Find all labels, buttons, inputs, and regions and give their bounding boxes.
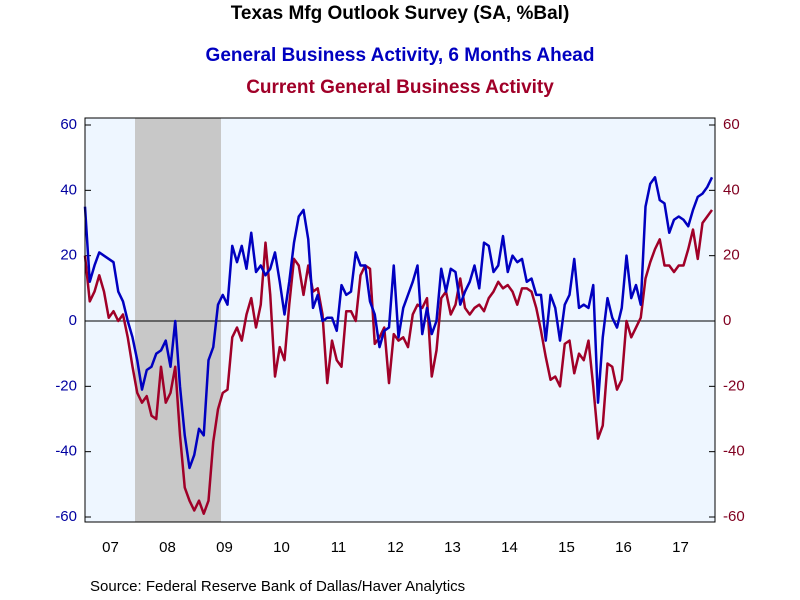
y2-tick-label: 0 [723, 312, 731, 329]
y-tick-label: 20 [60, 247, 77, 264]
x-tick-label: 08 [159, 539, 176, 556]
chart-title: Texas Mfg Outlook Survey (SA, %Bal) [231, 3, 570, 24]
y-tick-label: -60 [55, 508, 77, 525]
x-tick-label: 10 [273, 539, 290, 556]
y-tick-label: -40 [55, 443, 77, 460]
x-tick-label: 16 [615, 539, 632, 556]
y-tick-label: 60 [60, 116, 77, 133]
legend-entry: Current General Business Activity [246, 77, 554, 98]
series-line [83, 209, 714, 515]
x-tick-label: 07 [102, 539, 119, 556]
plot-marks: -60 -40 -20 0 20 40 60 -60 -40 -20 0 20 40 60 [55, 116, 744, 525]
series-line [83, 176, 714, 470]
source-note: Source: Federal Reserve Bank of Dallas/H… [90, 578, 465, 595]
legend-entry: General Business Activity, 6 Months Ahea… [206, 45, 595, 66]
y2-tick-label: 20 [723, 247, 740, 264]
y2-tick-label: 60 [723, 116, 740, 133]
x-tick-label: 13 [444, 539, 461, 556]
recession-shading [135, 118, 221, 522]
y2-tick-label: 40 [723, 181, 740, 198]
y-tick-label: 0 [69, 312, 77, 329]
y-tick-label: -20 [55, 377, 77, 394]
y-tick-label: 40 [60, 181, 77, 198]
x-tick-label: 14 [501, 539, 518, 556]
plot-border [84, 117, 716, 523]
x-tick-label: 11 [331, 539, 347, 556]
x-tick-label: 15 [558, 539, 575, 556]
y2-tick-label: -20 [723, 377, 745, 394]
y2-tick-label: -40 [723, 443, 745, 460]
x-tick-label: 12 [387, 539, 404, 556]
y2-tick-label: -60 [723, 508, 745, 525]
x-tick-label: 17 [672, 539, 689, 556]
x-tick-label: 09 [216, 539, 233, 556]
